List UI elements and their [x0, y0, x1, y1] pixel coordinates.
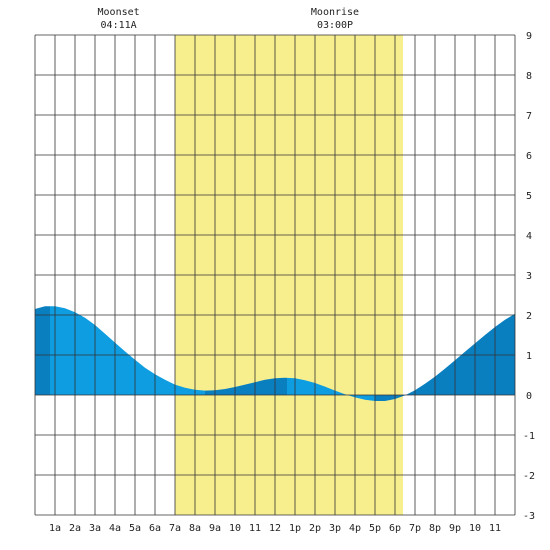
y-tick-label: 4	[526, 231, 532, 242]
x-tick-label: 2a	[69, 523, 81, 534]
moon-event-time: 03:00P	[317, 20, 353, 31]
x-tick-label: 10	[229, 523, 241, 534]
x-tick-label: 4p	[349, 523, 361, 534]
y-tick-label: 9	[526, 31, 532, 42]
x-tick-label: 6p	[389, 523, 401, 534]
moon-event-name: Moonrise	[311, 7, 359, 18]
x-tick-label: 1a	[49, 523, 61, 534]
x-tick-label: 9a	[209, 523, 221, 534]
y-tick-label: 0	[526, 391, 532, 402]
y-tick-label: -1	[523, 431, 535, 442]
x-tick-label: 6a	[149, 523, 161, 534]
x-tick-label: 5a	[129, 523, 141, 534]
y-tick-label: -2	[523, 471, 535, 482]
x-tick-label: 12	[269, 523, 281, 534]
x-tick-label: 2p	[309, 523, 321, 534]
x-tick-label: 5p	[369, 523, 381, 534]
x-tick-label: 9p	[449, 523, 461, 534]
x-tick-label: 10	[469, 523, 481, 534]
y-tick-label: 2	[526, 311, 532, 322]
moon-event-time: 04:11A	[101, 20, 137, 31]
y-tick-label: 1	[526, 351, 532, 362]
y-tick-label: 5	[526, 191, 532, 202]
x-tick-label: 3p	[329, 523, 341, 534]
tide-band-0	[35, 306, 50, 401]
x-tick-label: 11	[489, 523, 501, 534]
x-tick-label: 4a	[109, 523, 121, 534]
x-tick-label: 8a	[189, 523, 201, 534]
y-tick-label: 6	[526, 151, 532, 162]
x-tick-label: 1p	[289, 523, 301, 534]
y-tick-label: 7	[526, 111, 532, 122]
y-tick-label: 3	[526, 271, 532, 282]
x-tick-label: 7a	[169, 523, 181, 534]
x-tick-label: 7p	[409, 523, 421, 534]
x-tick-label: 11	[249, 523, 261, 534]
y-tick-label: -3	[523, 511, 535, 522]
y-tick-label: 8	[526, 71, 532, 82]
moon-event-name: Moonset	[98, 7, 140, 18]
x-tick-label: 3a	[89, 523, 101, 534]
x-tick-label: 8p	[429, 523, 441, 534]
